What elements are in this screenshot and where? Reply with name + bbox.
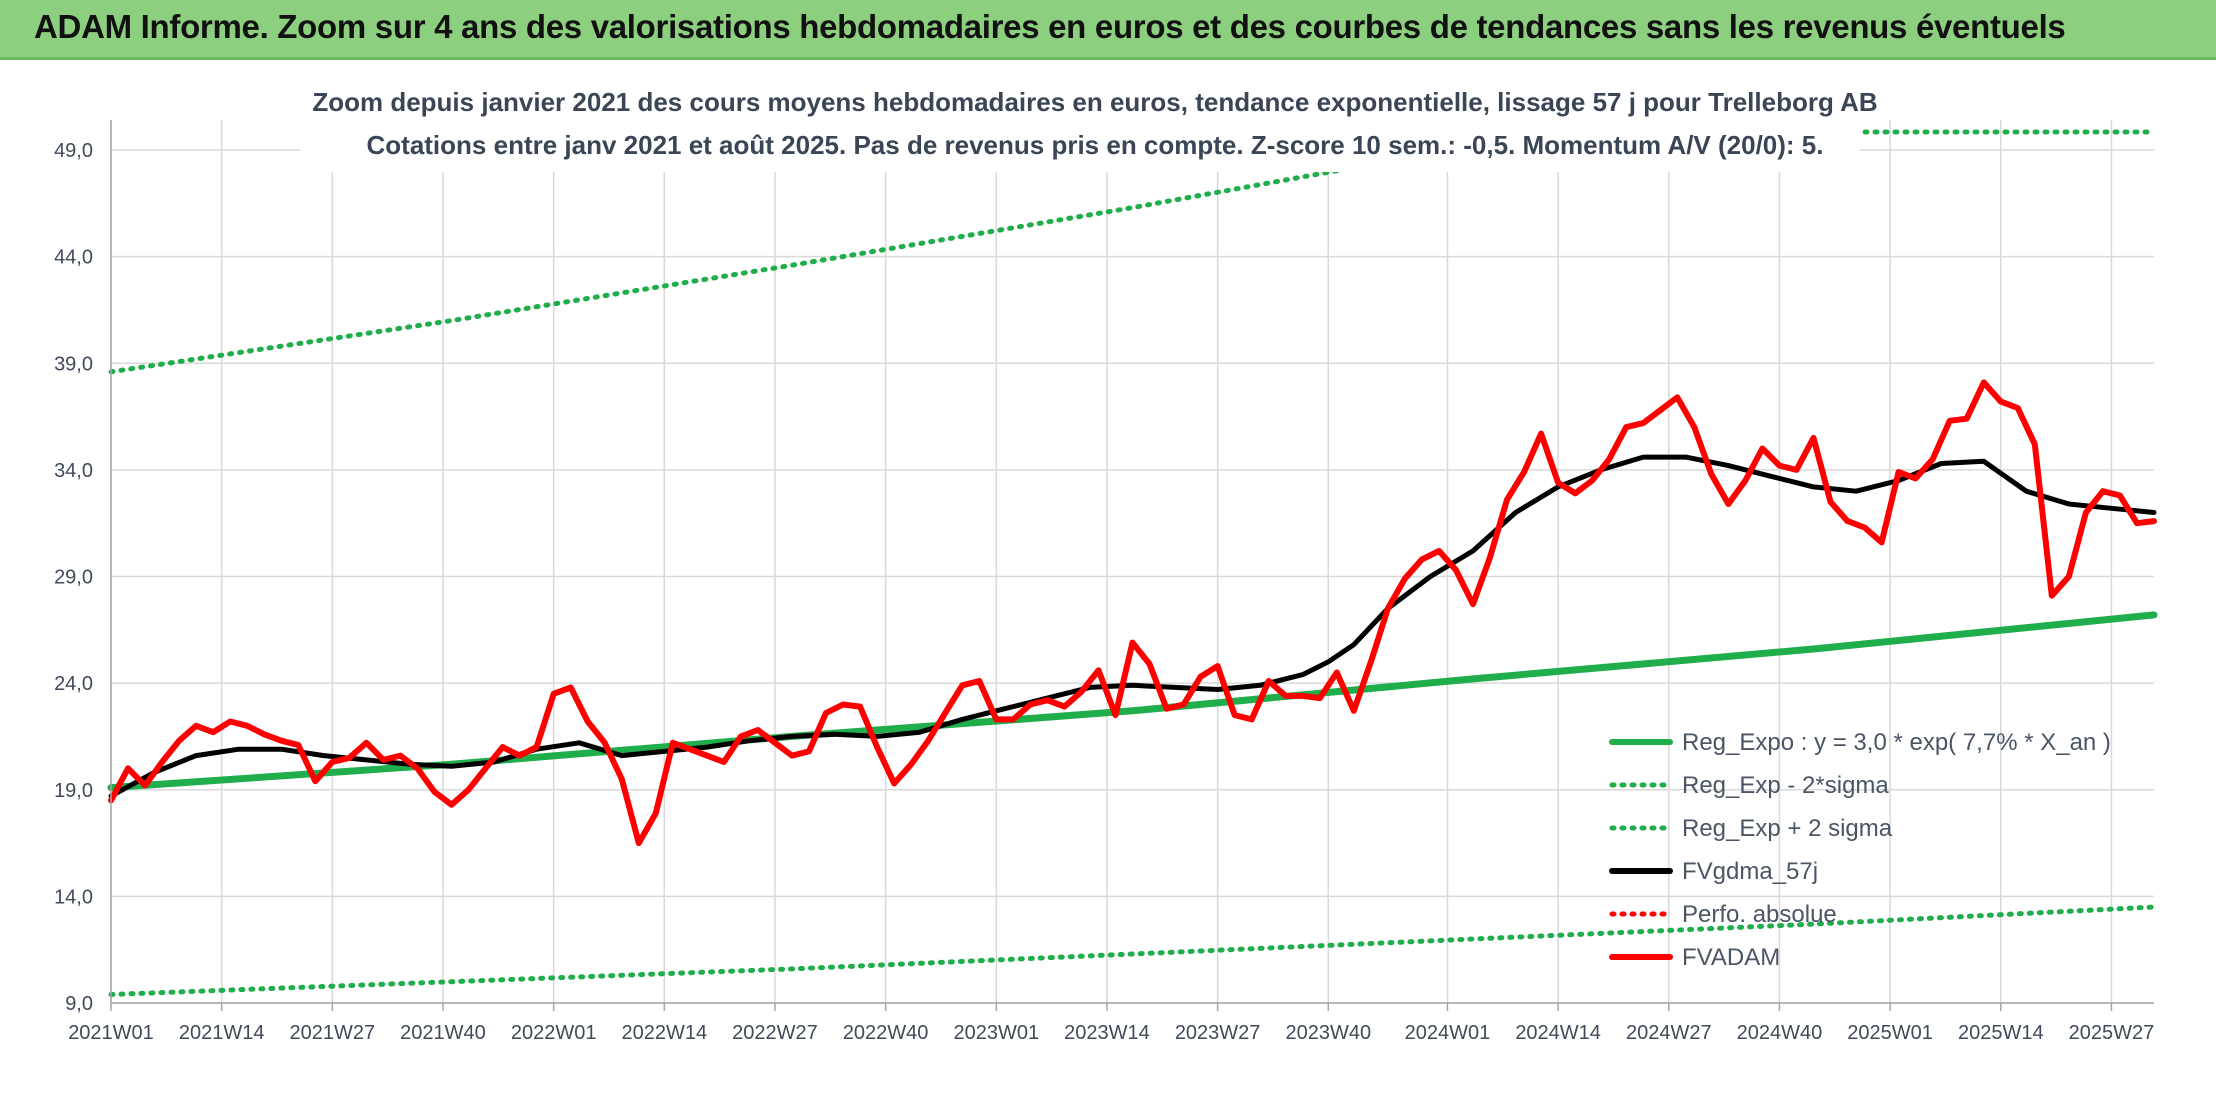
x-tick-label: 2022W01 [511, 1022, 597, 1044]
y-tick-label: 49,0 [54, 140, 93, 162]
chart-title: Zoom depuis janvier 2021 des cours moyen… [312, 87, 1877, 117]
x-tick-label: 2025W01 [1847, 1022, 1933, 1044]
title-background [300, 64, 1860, 172]
legend-label: Perfo. absolue [1682, 901, 1837, 928]
series-reg-exp-minus-2-sigma [108, 904, 2157, 997]
chart-area: 9,0 14,0 19,0 24,0 29,0 34,0 39,0 44,0 49,0 2021W… [0, 60, 2216, 1102]
x-tick-label: 2022W14 [622, 1022, 708, 1044]
y-tick-label: 24,0 [54, 673, 93, 695]
x-tick-label: 2022W40 [843, 1022, 929, 1044]
y-tick-label: 39,0 [54, 353, 93, 375]
chart-title-block: Zoom depuis janvier 2021 des cours moyen… [300, 64, 1878, 172]
report-title: ADAM Informe. Zoom sur 4 ans des valoris… [34, 8, 2066, 45]
x-tick-label: 2023W27 [1175, 1022, 1261, 1044]
x-tick-label: 2024W40 [1737, 1022, 1823, 1044]
legend-label: FVADAM [1682, 944, 1780, 971]
legend-label: FVgdma_57j [1682, 858, 1818, 885]
legend-label: Reg_Exp - 2*sigma [1682, 772, 1889, 799]
y-tick-label: 34,0 [54, 460, 93, 482]
y-tick-label: 44,0 [54, 247, 93, 269]
axis-layer: 9,0 14,0 19,0 24,0 29,0 34,0 39,0 44,0 49,0 2021W… [54, 120, 2154, 1044]
grid-layer [110, 120, 2154, 1004]
x-tick-label: 2024W27 [1626, 1022, 1712, 1044]
legend-label: Reg_Expo : y = 3,0 * exp( 7,7% * X_an ) [1682, 729, 2111, 756]
x-tick-label: 2022W27 [732, 1022, 818, 1044]
x-tick-label: 2021W14 [179, 1022, 265, 1044]
series-layer [107, 129, 2158, 997]
series-fvgdma-57j [108, 454, 2157, 799]
x-tick-label: 2023W14 [1064, 1022, 1150, 1044]
y-tick-label: 14,0 [54, 886, 93, 908]
y-tick-label: 19,0 [54, 780, 93, 802]
x-tick-label: 2024W14 [1515, 1022, 1601, 1044]
x-tick-label: 2025W14 [1958, 1022, 2044, 1044]
x-tick-label: 2025W27 [2069, 1022, 2155, 1044]
y-tick-label: 9,0 [65, 993, 93, 1015]
x-tick-label: 2023W01 [953, 1022, 1039, 1044]
y-tick-label: 29,0 [54, 567, 93, 589]
x-tick-label: 2021W01 [68, 1022, 154, 1044]
x-tick-label: 2023W40 [1285, 1022, 1371, 1044]
series-reg-exp-plus-2-sigma [108, 166, 1348, 375]
x-tick-label: 2021W40 [400, 1022, 486, 1044]
legend: Reg_Expo : y = 3,0 * exp( 7,7% * X_an ) R… [1609, 729, 2111, 971]
x-tick-label: 2021W27 [290, 1022, 376, 1044]
chart-subtitle: Cotations entre janv 2021 et août 2025. … [367, 130, 1824, 160]
series-fvadam [108, 379, 2157, 847]
legend-label: Reg_Exp + 2 sigma [1682, 815, 1893, 842]
trend-chart: 9,0 14,0 19,0 24,0 29,0 34,0 39,0 44,0 49,0 2021W… [54, 64, 2158, 1044]
report-banner: ADAM Informe. Zoom sur 4 ans des valoris… [0, 0, 2216, 60]
x-tick-label: 2024W01 [1405, 1022, 1491, 1044]
